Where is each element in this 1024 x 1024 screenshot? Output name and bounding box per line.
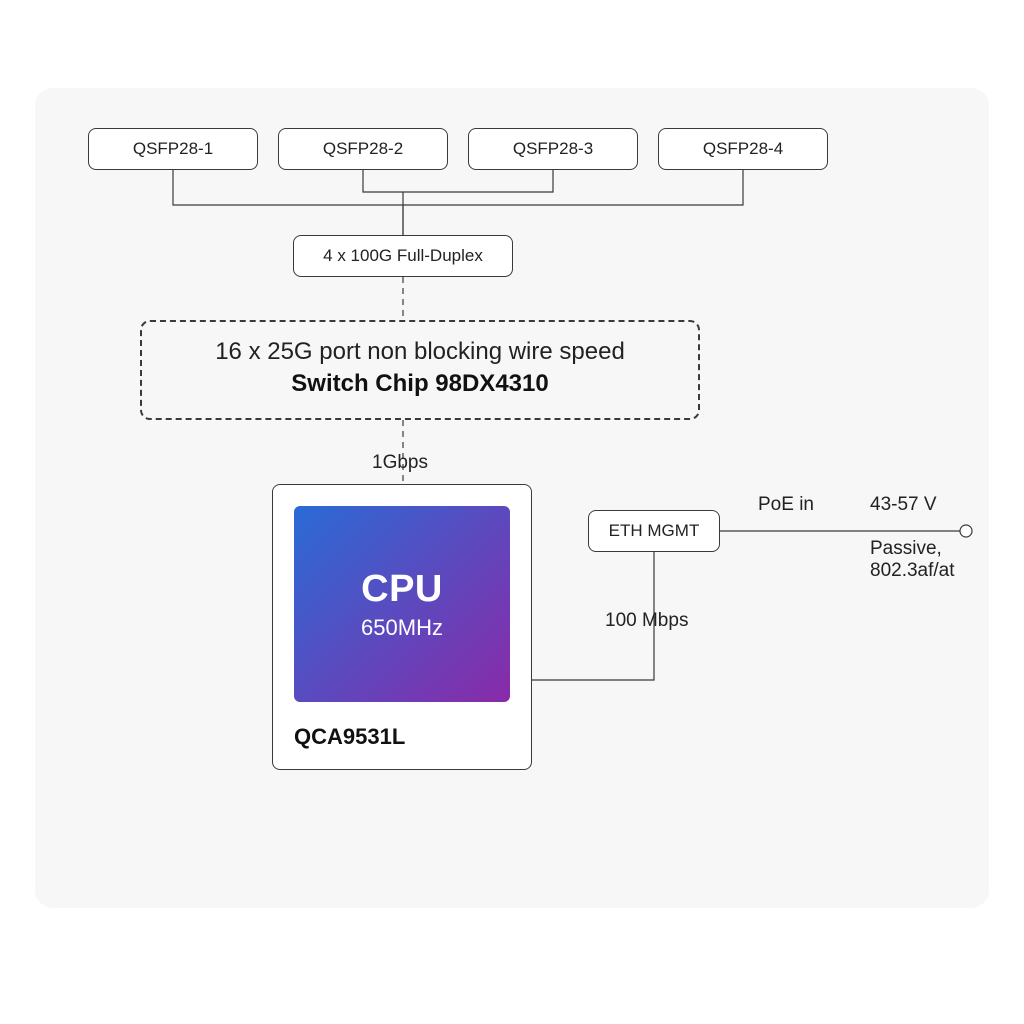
port-label: QSFP28-3 xyxy=(513,139,593,159)
port-label: QSFP28-2 xyxy=(323,139,403,159)
eth-mgmt-label: ETH MGMT xyxy=(609,521,700,541)
cpu-freq: 650MHz xyxy=(361,615,443,641)
eth-mgmt-box: ETH MGMT xyxy=(588,510,720,552)
full-duplex-box: 4 x 100G Full-Duplex xyxy=(293,235,513,277)
full-duplex-label: 4 x 100G Full-Duplex xyxy=(323,246,483,266)
port-qsfp28-4: QSFP28-4 xyxy=(658,128,828,170)
link-label-100mbps: 100 Mbps xyxy=(605,610,688,632)
port-label: QSFP28-1 xyxy=(133,139,213,159)
cpu-chip: CPU 650MHz xyxy=(294,506,510,702)
port-label: QSFP28-4 xyxy=(703,139,783,159)
switch-chip-box: 16 x 25G port non blocking wire speed Sw… xyxy=(140,320,700,420)
switch-chip-name: Switch Chip 98DX4310 xyxy=(142,370,698,398)
link-label-1gbps: 1Gbps xyxy=(372,452,428,474)
poe-in-label: PoE in xyxy=(758,494,814,516)
port-qsfp28-2: QSFP28-2 xyxy=(278,128,448,170)
switch-chip-desc: 16 x 25G port non blocking wire speed xyxy=(142,338,698,366)
port-qsfp28-1: QSFP28-1 xyxy=(88,128,258,170)
passive-label: Passive, 802.3af/at xyxy=(870,538,955,582)
cpu-title: CPU xyxy=(361,568,443,611)
port-qsfp28-3: QSFP28-3 xyxy=(468,128,638,170)
voltage-label: 43-57 V xyxy=(870,494,937,516)
cpu-model-label: QCA9531L xyxy=(294,724,405,750)
